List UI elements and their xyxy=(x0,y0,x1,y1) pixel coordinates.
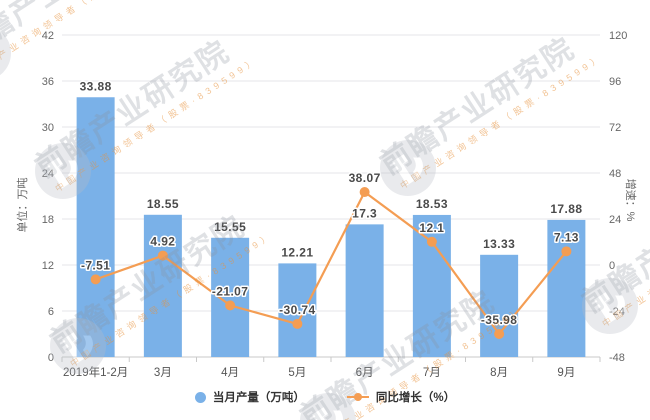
line-point-2019年1-2月 xyxy=(90,274,101,285)
line-point-8月 xyxy=(494,328,505,339)
line-value-label: -21.07 xyxy=(212,284,248,298)
right-axis-tick-label: 48 xyxy=(609,168,621,180)
x-category-label: 4月 xyxy=(221,367,239,379)
x-category-label: 7月 xyxy=(423,367,441,379)
line-point-3月 xyxy=(157,250,168,261)
line-value-label: 4.92 xyxy=(150,235,175,249)
line-value-label: 38.07 xyxy=(349,171,381,185)
line-value-label: -7.51 xyxy=(81,258,110,272)
bar-3月 xyxy=(143,214,182,357)
bar-9月 xyxy=(547,219,586,357)
left-axis-title: 单位：万吨 xyxy=(17,177,29,233)
line-value-label: 7.13 xyxy=(554,230,579,244)
x-category-label: 8月 xyxy=(490,367,508,379)
legend-label-growth: 同比增长（%） xyxy=(375,392,456,404)
bar-7月 xyxy=(412,214,451,357)
right-axis-tick-label: 0 xyxy=(609,260,615,272)
bar-2019年1-2月 xyxy=(76,97,115,358)
right-axis-title: 增速：% xyxy=(624,178,636,222)
line-point-6月 xyxy=(359,187,370,198)
left-axis-tick-label: 36 xyxy=(42,76,54,88)
line-series-marker-icon xyxy=(346,392,369,403)
left-axis-tick-label: 12 xyxy=(42,260,54,272)
bar-value-label: 17.3 xyxy=(352,206,377,220)
bar-value-label: 13.33 xyxy=(483,237,515,251)
line-value-label: 12.1 xyxy=(419,221,444,235)
line-point-4月 xyxy=(225,300,236,311)
left-axis-tick-label: 30 xyxy=(42,122,54,134)
x-category-label: 2019年1-2月 xyxy=(63,365,128,379)
right-axis-tick-label: -24 xyxy=(609,306,625,318)
bar-value-label: 18.55 xyxy=(147,197,179,211)
line-value-label: -35.98 xyxy=(481,313,517,327)
x-category-label: 6月 xyxy=(356,367,374,379)
bar-8月 xyxy=(480,254,519,357)
left-axis-tick-label: 6 xyxy=(48,306,54,318)
legend: 当月产量（万吨） 同比增长（%） xyxy=(0,389,650,405)
right-axis-tick-label: -48 xyxy=(609,352,625,364)
x-category-label: 5月 xyxy=(288,367,306,379)
legend-item-yoy-growth[interactable]: 同比增长（%） xyxy=(346,389,456,405)
legend-label-production: 当月产量（万吨） xyxy=(212,392,305,404)
line-point-9月 xyxy=(561,246,572,257)
legend-item-monthly-production[interactable]: 当月产量（万吨） xyxy=(194,389,305,405)
growth-line xyxy=(95,190,568,336)
bar-5月 xyxy=(278,263,317,357)
bar-4月 xyxy=(211,237,250,357)
left-axis-tick-label: 24 xyxy=(42,168,54,180)
left-axis-tick-label: 42 xyxy=(42,30,54,42)
left-axis-tick-label: 18 xyxy=(42,214,54,226)
right-axis-tick-label: 24 xyxy=(609,214,621,226)
line-point-5月 xyxy=(292,318,303,329)
right-axis-tick-label: 120 xyxy=(609,30,627,42)
left-axis-tick-label: 0 xyxy=(48,352,54,364)
x-category-label: 9月 xyxy=(557,367,575,379)
bar-value-label: 12.21 xyxy=(281,245,313,259)
line-value-label: -30.74 xyxy=(279,303,315,317)
bar-value-label: 15.55 xyxy=(214,220,246,234)
right-axis-tick-label: 72 xyxy=(609,122,621,134)
bar-value-label: 17.88 xyxy=(550,202,582,216)
x-category-label: 3月 xyxy=(154,367,172,379)
bar-series-marker-icon xyxy=(194,391,206,403)
bar-value-label: 18.53 xyxy=(416,197,448,211)
bar-value-label: 33.88 xyxy=(80,79,112,93)
right-axis-tick-label: 96 xyxy=(609,76,621,88)
line-point-7月 xyxy=(426,236,437,247)
bar-6月 xyxy=(345,224,384,357)
